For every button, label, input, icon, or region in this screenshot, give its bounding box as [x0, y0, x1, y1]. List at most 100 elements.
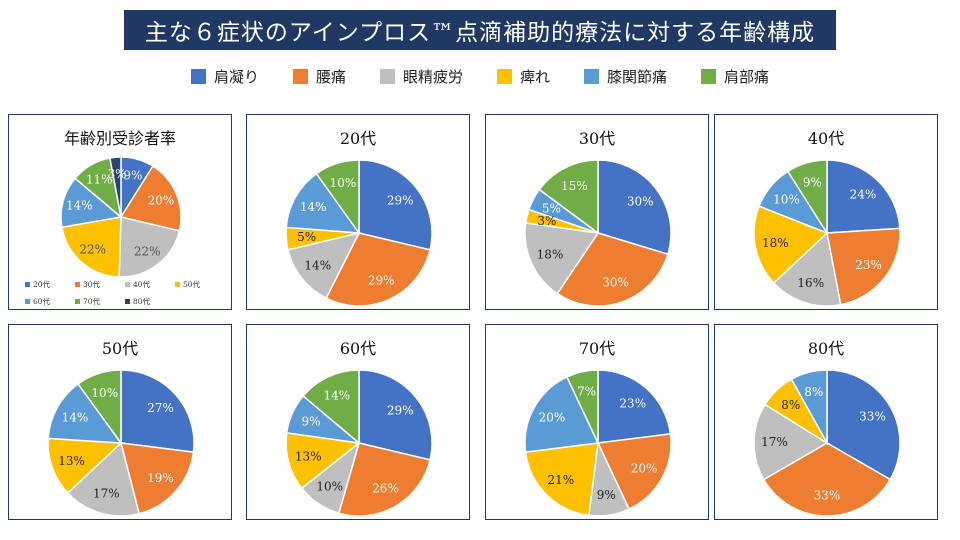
pie-slice-眼精疲労 [772, 231, 842, 307]
pie-data-label: 29% [368, 274, 395, 288]
pie-data-label: 30% [602, 276, 629, 290]
pie-slice-痺れ [47, 437, 123, 495]
chart-panel-30s: 30代 30% 30% 18% 3% 5% 15% [485, 114, 709, 310]
pie-data-label: 23% [855, 258, 882, 272]
chart-panel-age-rate: 年齢別受診者率 9% 20% 22% 22% 14% 11% 3% 20代 30代 40代 … [8, 114, 232, 310]
age-legend-label: 20代 [33, 280, 51, 289]
legend-swatch [497, 68, 512, 84]
pie-slice-膝関節痛 [285, 172, 361, 234]
pie-chart-60s: 29% 26% 10% 13% 9%14% [285, 369, 433, 517]
pie-data-label: 20% [631, 461, 658, 475]
age-legend-item-40s: 40代 [125, 279, 175, 290]
pie-data-label: 18% [762, 236, 789, 250]
legend-swatch [379, 68, 395, 84]
pie-data-label: 20% [148, 194, 175, 208]
pie-slice-80代 [108, 156, 122, 218]
pie-data-label: 14% [62, 411, 89, 425]
pie-data-label: 20% [539, 411, 566, 425]
pie-data-label: 21% [547, 473, 574, 487]
pie-data-label: 30% [627, 195, 654, 209]
pie-slice-30代 [119, 165, 182, 232]
age-legend-item-50s: 50代 [175, 279, 225, 290]
age-legend-swatch [25, 282, 30, 287]
age-legend-label: 50代 [183, 280, 201, 289]
legend-label: 肩凝り [213, 67, 259, 86]
pie-slice-肩部痛 [77, 369, 122, 446]
age-legend-item-70s: 70代 [75, 296, 125, 307]
legend-item-youtsuu: 腰痛 [292, 66, 346, 87]
pie-chart-80s: 33% 33% 17% 8% 8% [753, 369, 901, 517]
pie-slice-痺れ [524, 442, 599, 517]
pie-data-label: 15% [561, 179, 588, 193]
pie-data-label: 29% [387, 403, 414, 417]
pie-data-label: 5% [297, 230, 316, 244]
pie-slice-40代 [118, 216, 181, 278]
pie-slice-肩部痛 [786, 159, 828, 236]
age-legend-swatch [75, 299, 80, 304]
pie-data-label: 14% [304, 259, 331, 273]
pie-slice-腰痛 [337, 442, 431, 517]
pie-data-label: 8% [804, 385, 823, 399]
pie-data-label: 8% [781, 398, 800, 412]
chart-title: 80代 [807, 339, 845, 358]
chart-title: 年齢別受診者率 [63, 129, 176, 148]
age-legend-item-20s: 20代 [25, 279, 75, 290]
pie-chart-age-rate: 9% 20% 22% 22% 14% 11%3% [60, 156, 182, 278]
pie-slice-腰痛 [596, 433, 672, 511]
pie-slice-痺れ [753, 205, 829, 285]
pie-data-label: 7% [577, 385, 596, 399]
pie-chart-30s: 30% 30% 18% 3%5%15% [524, 159, 672, 307]
pie-data-label: 9% [597, 488, 616, 502]
pie-data-label: 3% [107, 167, 126, 181]
pie-data-label: 13% [58, 454, 85, 468]
chart-title: 20代 [339, 129, 377, 148]
page-title: 主な６症状のアインプロス™点滴補助的療法に対する年齢構成 [124, 10, 836, 50]
legend-label: 肩部痛 [724, 67, 770, 86]
pie-data-label: 9% [123, 168, 142, 182]
pie-data-label: 23% [619, 397, 646, 411]
age-legend-swatch [25, 299, 30, 304]
pie-slice-眼精疲労 [287, 231, 361, 300]
pie-data-label: 10% [330, 176, 357, 190]
pie-data-label: 14% [300, 200, 327, 214]
age-legend-label: 60代 [33, 297, 51, 306]
pie-slice-腰痛 [119, 442, 195, 515]
pie-data-label: 27% [147, 401, 174, 415]
pie-data-label: 10% [316, 480, 343, 494]
pie-data-label: 18% [537, 247, 564, 261]
pie-slice-肩部痛 [538, 159, 599, 235]
pie-data-label: 14% [66, 199, 93, 213]
pie-slice-眼精疲労 [524, 221, 600, 295]
pie-data-label: 5% [542, 202, 561, 216]
pie-slice-50代 [61, 216, 122, 278]
pie-data-label: 3% [537, 214, 556, 228]
age-legend-swatch [125, 282, 130, 287]
pie-data-label: 17% [761, 435, 788, 449]
pie-data-label: 33% [859, 410, 886, 424]
pie-data-label: 11% [86, 173, 113, 187]
age-legend: 20代 30代 40代 50代 60代 70代 80代 [25, 279, 225, 307]
legend-label: 膝関節痛 [607, 67, 668, 86]
pie-slice-肩部痛 [565, 369, 599, 444]
pie-data-label: 22% [134, 244, 161, 258]
legend-swatch [190, 68, 206, 84]
chart-panel-20s: 20代 29% 29% 14% 5% 14% 10% [246, 114, 470, 310]
chart-title: 50代 [101, 339, 139, 358]
legend-item-ganseihirou: 眼精疲労 [379, 66, 463, 87]
pie-data-label: 33% [814, 489, 841, 503]
pie-slice-眼精疲労 [753, 403, 829, 481]
pie-slice-腰痛 [826, 227, 901, 306]
pie-data-label: 19% [147, 471, 174, 485]
pie-slice-60代 [60, 177, 123, 229]
pie-slice-肩凝り [358, 159, 433, 251]
legend-item-kenbutsuu: 肩部痛 [701, 66, 769, 87]
chart-legend: 肩凝り 腰痛 眼精疲労 痺れ 膝関節痛 肩部痛 [0, 64, 960, 88]
pie-data-label: 9% [301, 415, 320, 429]
pie-data-label: 17% [93, 486, 120, 500]
chart-panel-40s: 40代 24% 23% 16% 18% 10% 9% [714, 114, 938, 310]
legend-swatch [701, 68, 717, 84]
age-legend-label: 40代 [133, 280, 151, 289]
legend-label: 痺れ [520, 67, 551, 86]
age-legend-swatch [75, 282, 80, 287]
chart-panel-60s: 60代 29% 26% 10% 13% 9% 14% [246, 324, 470, 520]
